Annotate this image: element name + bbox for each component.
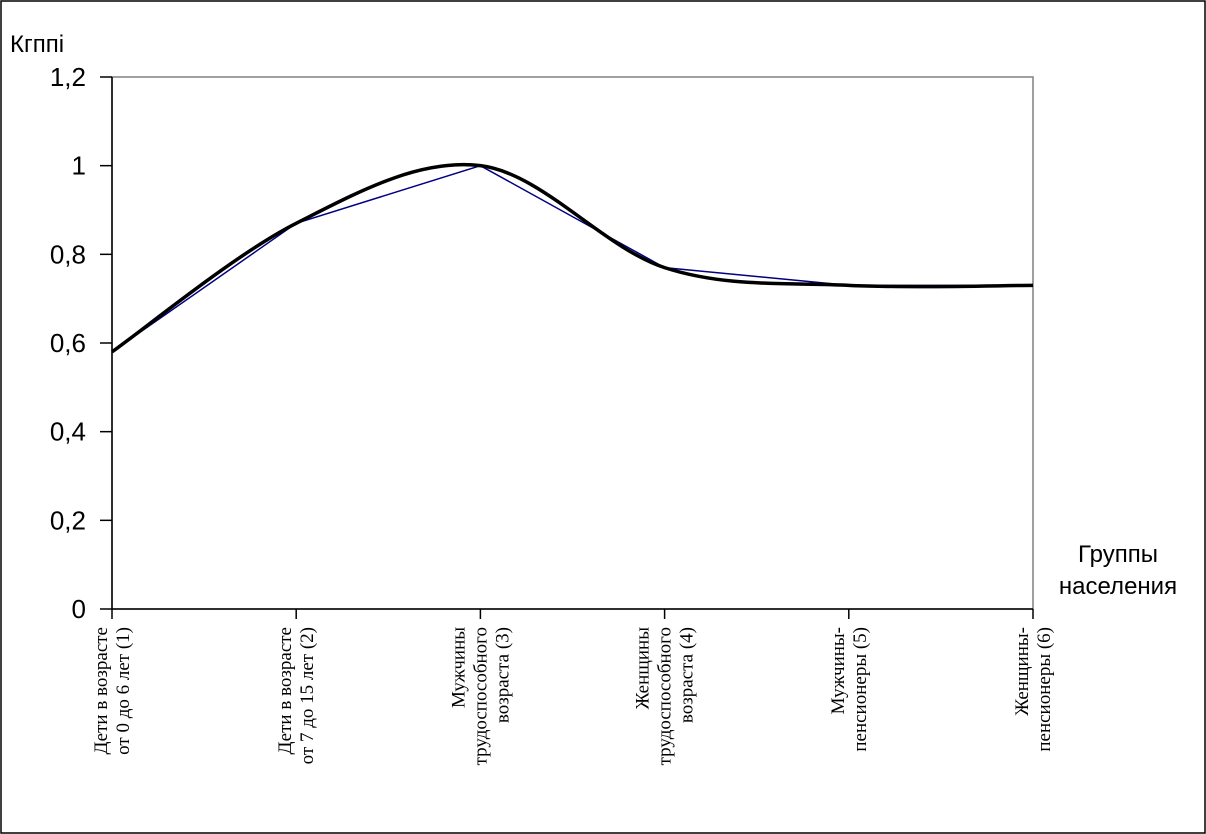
x-tick-label-line: трудоспособного	[655, 627, 676, 765]
x-axis-title-line-2: населения	[1059, 573, 1177, 600]
x-tick-label: Дети в возрасте от 7 до 15 лет (2)	[275, 627, 318, 764]
y-tick-label: 0	[72, 594, 86, 624]
x-tick-label-line: пенсионеры (5)	[850, 627, 871, 752]
y-tick-label: 1,2	[50, 62, 86, 92]
x-tick-label-line: трудоспособного	[470, 627, 491, 765]
x-tick-label-line: Женщины	[633, 627, 654, 710]
x-tick-label-line: Дети в возрасте	[275, 627, 296, 755]
x-tick-label-line: от 7 до 15 лет (2)	[297, 627, 318, 764]
x-axis-title-line-1: Группы	[1078, 541, 1158, 568]
x-tick-label-line: пенсионеры (6)	[1034, 627, 1055, 752]
x-tick-label-line: возраста (4)	[677, 627, 698, 723]
x-tick-label-line: возраста (3)	[492, 627, 513, 723]
x-tick-label-line: Мужчины-	[828, 627, 849, 714]
y-tick-label: 1	[72, 151, 86, 181]
x-tick-label-line: Мужчины	[448, 627, 469, 708]
y-axis-title: Кгппі	[10, 31, 64, 58]
y-tick-label: 0,8	[50, 239, 86, 269]
y-tick-label: 0,2	[50, 505, 86, 535]
x-tick-label-line: Дети в возрасте	[91, 627, 112, 755]
y-tick-label: 0,4	[50, 417, 86, 447]
y-tick-label: 0,6	[50, 328, 86, 358]
x-tick-label-line: Женщины-	[1012, 627, 1033, 716]
x-tick-label-line: от 0 до 6 лет (1)	[113, 627, 134, 755]
x-tick-label: Дети в возрасте от 0 до 6 лет (1)	[91, 627, 134, 755]
